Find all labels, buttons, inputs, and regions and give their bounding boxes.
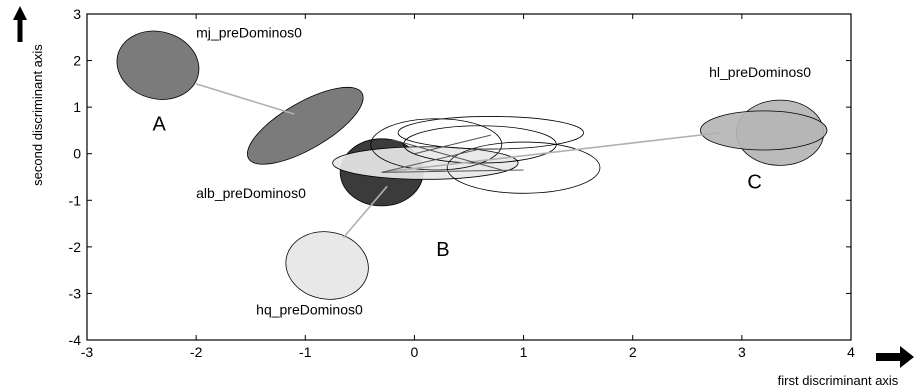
series-label: mj_preDominos0 bbox=[196, 24, 302, 40]
link-line-4-0 bbox=[381, 169, 524, 173]
y-tick-label: 2 bbox=[73, 53, 81, 69]
x-axis-arrow-icon bbox=[876, 346, 914, 368]
ellipse-series-0-1 bbox=[246, 86, 364, 165]
x-tick-label: 0 bbox=[411, 344, 419, 360]
series-label: hq_preDominos0 bbox=[256, 301, 363, 317]
link-line-4-1 bbox=[392, 139, 502, 171]
ellipse-series-0-0 bbox=[116, 30, 200, 100]
plot-frame bbox=[86, 13, 852, 341]
group-label: A bbox=[152, 113, 166, 135]
x-tick-label: 1 bbox=[520, 344, 528, 360]
x-tick-label: -1 bbox=[299, 344, 312, 360]
y-axis-arrow-icon bbox=[13, 6, 27, 42]
ellipse-series-4-2 bbox=[446, 141, 601, 194]
y-tick-label: -3 bbox=[69, 285, 82, 301]
link-line-4-3 bbox=[381, 148, 481, 173]
y-tick-label: -4 bbox=[69, 332, 82, 348]
y-axis-label: second discriminant axis bbox=[30, 44, 45, 186]
x-tick-label: 4 bbox=[847, 344, 855, 360]
link-line-3-0 bbox=[381, 131, 721, 174]
series-label: hl_preDominos0 bbox=[709, 64, 811, 80]
link-line-2-0 bbox=[342, 185, 388, 239]
y-tick-label: -2 bbox=[69, 239, 82, 255]
link-line-0-0 bbox=[195, 83, 295, 115]
ellipse-series-2-0 bbox=[285, 231, 369, 300]
y-tick-label: 1 bbox=[73, 99, 81, 115]
y-tick-label: 0 bbox=[73, 146, 81, 162]
ellipse-series-4-1 bbox=[370, 118, 503, 171]
ellipse-series-4-3 bbox=[403, 125, 557, 164]
y-tick-label: -1 bbox=[69, 192, 82, 208]
x-tick-label: 2 bbox=[629, 344, 637, 360]
group-label: C bbox=[747, 172, 761, 194]
x-tick-label: 3 bbox=[738, 344, 746, 360]
link-line-4-2 bbox=[414, 134, 491, 155]
y-tick-label: 3 bbox=[73, 6, 81, 22]
series-label: alb_preDominos0 bbox=[196, 185, 306, 201]
group-label: B bbox=[436, 239, 449, 261]
ellipse-series-4-0 bbox=[397, 116, 585, 150]
x-tick-label: -3 bbox=[81, 344, 94, 360]
ellipse-series-3-1 bbox=[699, 110, 828, 151]
x-tick-label: -2 bbox=[190, 344, 203, 360]
x-axis-label: first discriminant axis bbox=[778, 373, 899, 388]
